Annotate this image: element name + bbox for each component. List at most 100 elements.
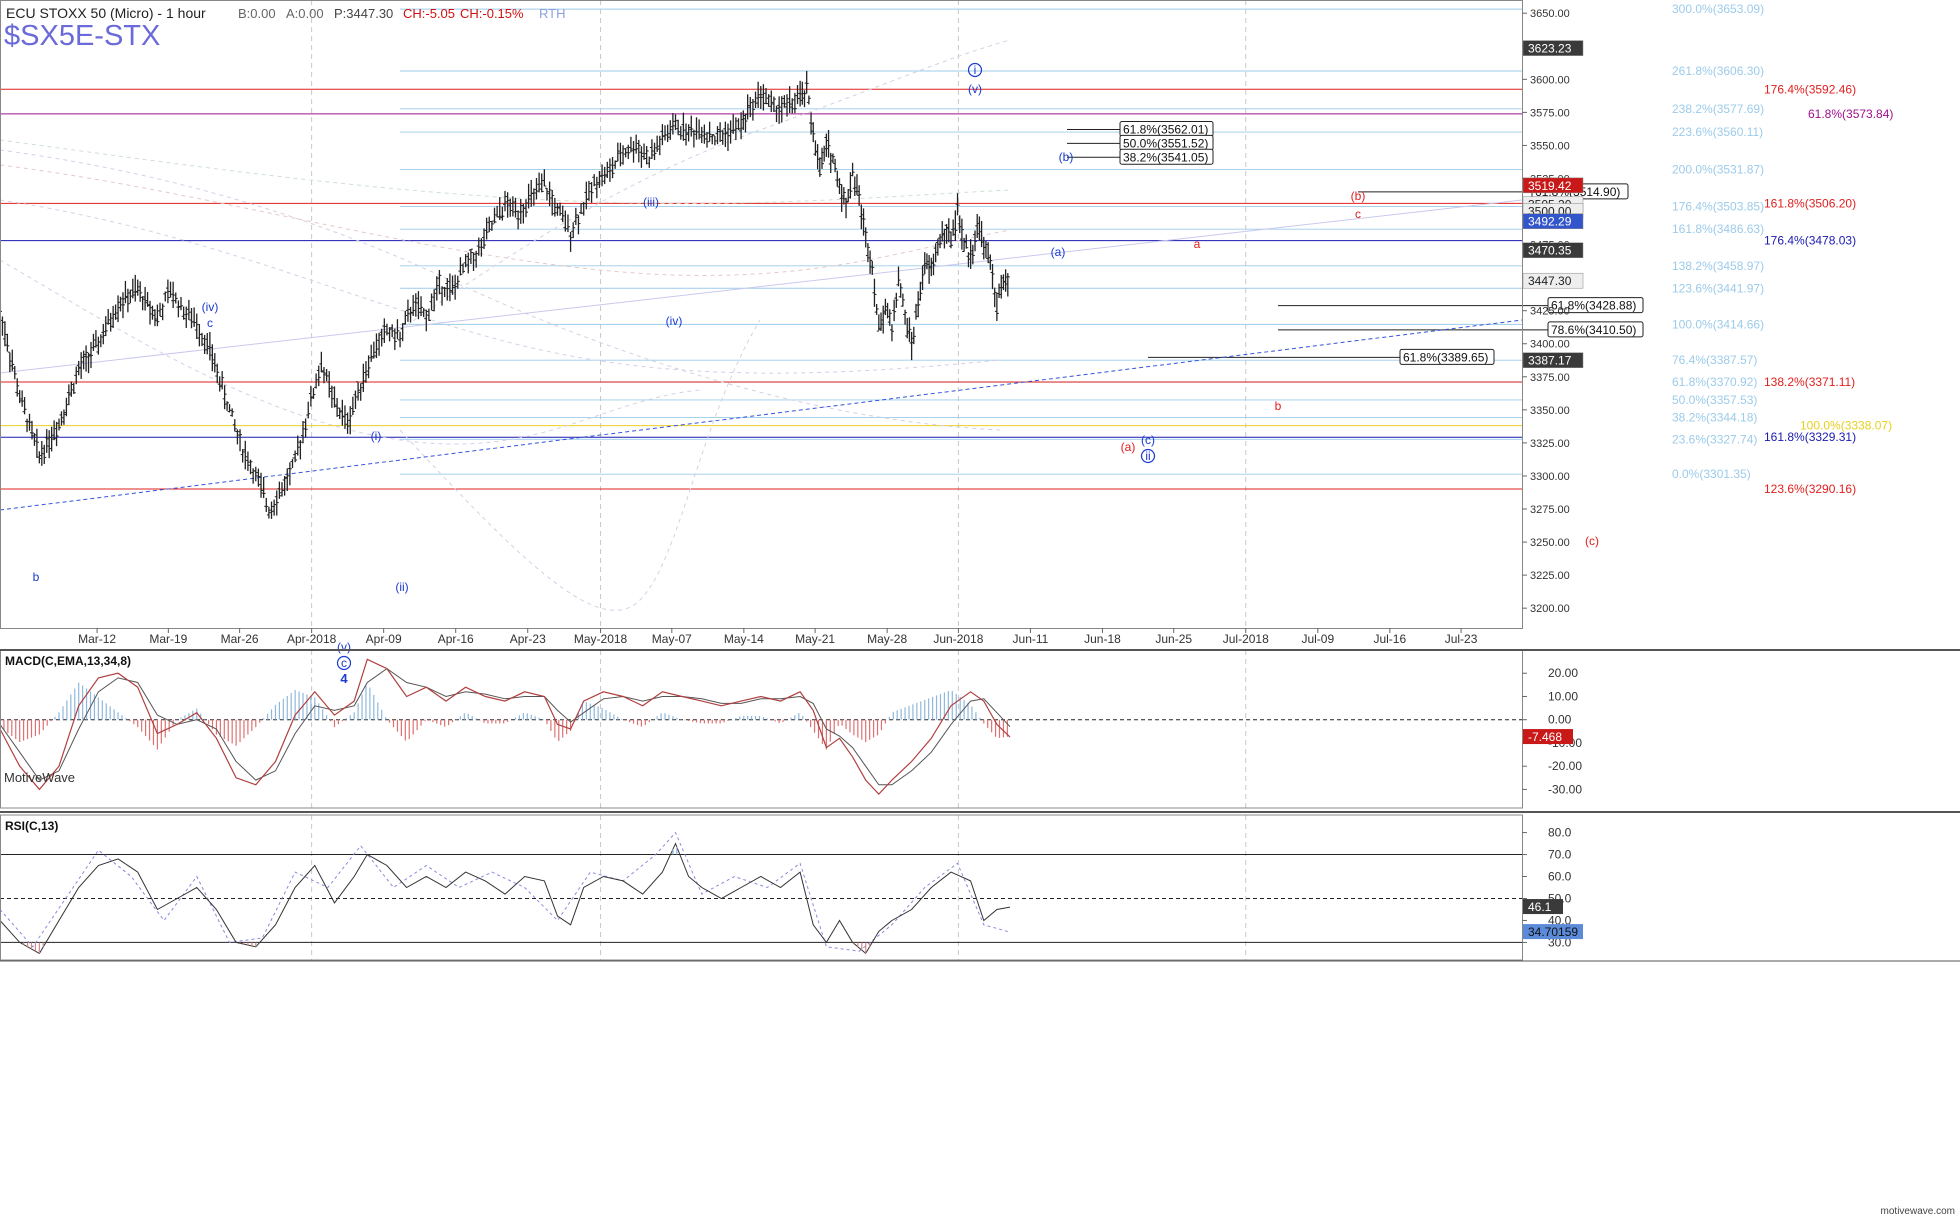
wave-label: (c): [1141, 433, 1155, 447]
rsi-current-label: 46.1: [1528, 900, 1552, 914]
retracement-label: 78.6%(3410.50): [1551, 323, 1636, 337]
rsi-tick-label: 80.0: [1548, 826, 1572, 840]
wave-label: b: [1275, 399, 1282, 413]
date-tick-label: Apr-2018: [287, 632, 337, 646]
date-tick-label: Jun-2018: [933, 632, 983, 646]
symbol-title: ECU STOXX 50 (Micro) - 1 hour: [6, 5, 206, 21]
date-tick-label: Jun-11: [1013, 632, 1049, 646]
retracement-label: 50.0%(3551.52): [1123, 136, 1208, 150]
retracement-box: [1399, 348, 1495, 365]
session-label: RTH: [539, 6, 565, 21]
price-tick-label: 3375.00: [1530, 372, 1570, 384]
overlay-curve: [399, 39, 1011, 331]
rsi-tick-label: 40.0: [1548, 913, 1572, 927]
price-marker: [1522, 352, 1584, 368]
macd-tick-label: 0.00: [1548, 713, 1572, 727]
wave-label: (b): [1351, 189, 1366, 203]
fib-level-label: 100.0%(3414.66): [1672, 317, 1764, 331]
bid-value: B:0.00: [238, 6, 276, 21]
date-tick-label: Mar-12: [78, 632, 116, 646]
fib-level-label: 0.0%(3301.35): [1672, 467, 1751, 481]
price-tick-label: 3425.00: [1530, 306, 1570, 318]
price-marker: [1522, 272, 1584, 289]
price-marker: [1522, 177, 1584, 194]
ask-value: A:0.00: [286, 6, 324, 21]
fib-level-label: 161.8%(3329.31): [1764, 430, 1856, 444]
date-tick-label: Jun-18: [1084, 632, 1121, 646]
macd-tick-label: 20.00: [1548, 666, 1578, 680]
footer-brand: motivewave.com: [1881, 1206, 1955, 1217]
retracement-label: 61.8%(3428.88): [1551, 299, 1636, 313]
overlay-curve: [0, 149, 1001, 431]
macd-current-marker: [1523, 729, 1573, 745]
fib-level-label: 38.2%(3344.18): [1672, 411, 1757, 425]
trendline: [0, 199, 1523, 374]
wave-label-circle: [967, 62, 983, 78]
macd-current-label: -7.468: [1528, 730, 1562, 744]
fib-level-label: 138.2%(3458.97): [1672, 259, 1764, 273]
wave-label: (a): [1121, 440, 1136, 454]
price-tick-label: 3200.00: [1530, 603, 1570, 615]
overlay-curve: [399, 319, 761, 611]
price-tick-label: 3250.00: [1530, 537, 1570, 549]
price-tick-label: 3600.00: [1530, 74, 1570, 86]
fib-level-label: 100.0%(3338.07): [1800, 419, 1892, 433]
price-marker-label: 3623.23: [1528, 42, 1572, 56]
rsi-line: [0, 842, 1011, 955]
wave-label: (iv): [202, 300, 219, 314]
wave-label: (i): [371, 429, 382, 443]
date-tick-label: Mar-26: [221, 632, 259, 646]
fib-level-label: 61.8%(3573.84): [1808, 107, 1893, 121]
fib-level-label: 138.2%(3371.11): [1764, 375, 1855, 389]
macd-tick-label: 10.00: [1548, 689, 1578, 703]
price-panel-frame: [0, 0, 1523, 629]
overlay-curve: [0, 164, 1011, 276]
fib-level-label: 223.6%(3560.11): [1672, 125, 1763, 139]
wave-label: (b): [1059, 150, 1074, 164]
date-tick-label: May-14: [724, 632, 764, 646]
fib-level-label: 161.8%(3506.20): [1764, 196, 1856, 210]
big-symbol: $SX5E-STX: [4, 20, 160, 52]
price-marker-label: 3492.29: [1528, 215, 1572, 229]
macd-line: [0, 658, 1011, 795]
price-tick-label: 3225.00: [1530, 570, 1570, 582]
retracement-label: 61.8%(3389.65): [1403, 350, 1488, 364]
rsi-current-marker: [1523, 899, 1563, 915]
rsi-secondary-marker: [1523, 924, 1583, 940]
wave-label: (iii): [643, 195, 659, 209]
wave-label: ii: [1145, 449, 1150, 463]
retracement-box: [1119, 148, 1214, 165]
macd-tick-label: -20.00: [1548, 759, 1582, 773]
wave-label: (v): [337, 640, 351, 654]
macd-title: MACD(C,EMA,13,34,8): [5, 654, 131, 668]
rsi-tick-label: 60.0: [1548, 870, 1572, 884]
wave-label: (iv): [666, 314, 683, 328]
rsi-title: RSI(C,13): [5, 819, 58, 833]
date-tick-label: Jul-16: [1373, 632, 1406, 646]
price-marker-label: 3519.42: [1528, 179, 1572, 193]
wave-label: c: [207, 316, 213, 330]
rsi-panel-frame: [0, 814, 1523, 961]
wave-label: b: [33, 570, 40, 584]
fib-level-label: 23.6%(3327.74): [1672, 432, 1757, 446]
fib-level-label: 123.6%(3290.16): [1764, 482, 1856, 496]
fib-level-label: 76.4%(3387.57): [1672, 353, 1757, 367]
wave-label: (a): [1051, 245, 1066, 259]
fib-level-label: 300.0%(3653.09): [1672, 2, 1764, 16]
wave-label: (c): [1585, 534, 1599, 548]
change-value: CH:-5.05: [403, 6, 455, 21]
date-tick-label: May-21: [795, 632, 835, 646]
price-marker-label: 3447.30: [1528, 274, 1572, 288]
macd-tick-label: -30.00: [1548, 782, 1582, 796]
wave-label-circle: [336, 655, 352, 671]
price-marker-label: 3470.35: [1528, 244, 1572, 258]
wave-label: 4: [340, 671, 348, 686]
date-tick-label: Jul-2018: [1223, 632, 1269, 646]
rsi-secondary-label: 34.70159: [1528, 925, 1578, 939]
fib-level-label: 261.8%(3606.30): [1672, 64, 1764, 78]
date-tick-label: Jun-25: [1155, 632, 1192, 646]
retracement-label: 38.2%(3541.05): [1123, 150, 1208, 164]
wave-label: c: [1355, 207, 1361, 221]
